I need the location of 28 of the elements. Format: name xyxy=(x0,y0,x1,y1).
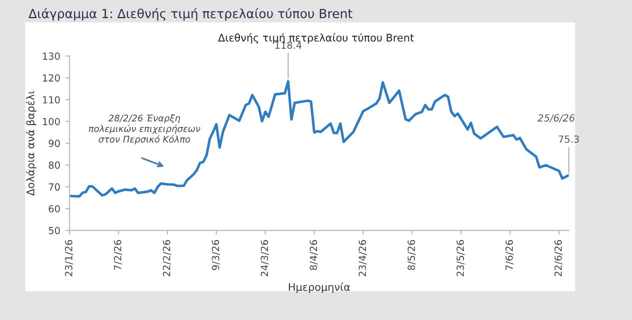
y-tick-label: 50 xyxy=(48,226,60,234)
x-tick-label: 7/6/26 xyxy=(506,240,514,270)
y-tick-label: 120 xyxy=(43,74,60,82)
x-tick-label: 23/4/26 xyxy=(358,240,367,276)
x-tick-label: 22/6/26 xyxy=(554,240,563,276)
y-tick-label: 60 xyxy=(48,205,60,212)
x-axis-title: Ημερομηνία xyxy=(288,282,350,293)
chart-title: Διάγραμμα 1: Διεθνής τιμή πετρελαίου τύπου Brent xyxy=(28,8,352,21)
chart-subtitle: Διεθνής τιμή πετρελαίου τύπου Brent xyxy=(218,33,414,44)
y-tick-label: 70 xyxy=(48,183,60,191)
y-tick-label: 80 xyxy=(48,161,60,169)
y-tick-label: 110 xyxy=(43,96,60,104)
x-tick-label: 23/5/26 xyxy=(456,240,465,276)
x-tick-label: 7/2/26 xyxy=(114,240,122,270)
y-tick-label: 100 xyxy=(43,118,60,126)
x-tick-label: 23/1/26 xyxy=(64,240,74,276)
annotation: 25/6/26 xyxy=(538,114,575,122)
x-tick-label: 8/4/26 xyxy=(310,240,318,270)
x-tick-label: 24/3/26 xyxy=(260,240,269,276)
annotation: 28/2/26 Έναρξη πολεμικών επιχειρήσεων στον Περσικό Κόλπο xyxy=(88,114,200,144)
y-tick-label: 90 xyxy=(48,140,60,148)
x-tick-label: 8/5/26 xyxy=(408,240,416,270)
y-axis-title: Δολάρια ανά βαρέλι xyxy=(26,90,36,196)
annotation: 75.3 xyxy=(558,135,579,143)
x-tick-label: 9/3/26 xyxy=(212,240,220,270)
x-tick-label: 22/2/26 xyxy=(162,240,172,276)
y-tick-label: 130 xyxy=(43,52,60,60)
annotation: 118.4 xyxy=(275,41,302,49)
